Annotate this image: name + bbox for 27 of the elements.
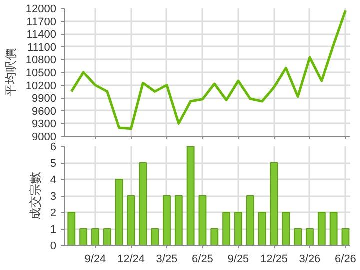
y-tick-label: 3	[50, 191, 57, 203]
x-tick-label: 6/26	[335, 254, 356, 266]
y-tick-label: 12000	[26, 4, 57, 16]
y-tick-label: 9900	[32, 93, 57, 106]
y-tick-label: 6	[50, 142, 57, 154]
y-tick-label: 2	[50, 208, 57, 220]
x-tick-label: 3/25	[156, 254, 178, 266]
y-tick-label: 4	[50, 174, 57, 186]
x-tick-label: 9/24	[84, 254, 106, 266]
y-tick-label: 11700	[26, 16, 57, 28]
y-tick-label: 5	[50, 158, 57, 170]
y-tick-label: 10800	[26, 54, 57, 67]
y-tick-label: 9600	[32, 106, 57, 118]
y-axis-title: 成交宗數	[28, 172, 42, 220]
x-tick-label: 12/24	[117, 254, 145, 266]
y-axis-title: 平均呎價	[4, 48, 18, 96]
x-tick-label: 12/25	[260, 254, 288, 266]
y-tick-label: 9300	[32, 118, 57, 131]
y-tick-label: 11400	[26, 29, 57, 42]
x-tick-label: 3/26	[299, 254, 321, 266]
y-tick-label: 1	[50, 224, 57, 236]
y-tick-label: 0	[50, 240, 57, 252]
x-tick-label: 6/25	[192, 254, 214, 266]
y-tick-label: 10500	[26, 68, 57, 80]
y-tick-label: 10200	[26, 80, 57, 92]
y-tick-label: 11100	[28, 42, 57, 54]
x-tick-label: 9/25	[228, 254, 250, 266]
